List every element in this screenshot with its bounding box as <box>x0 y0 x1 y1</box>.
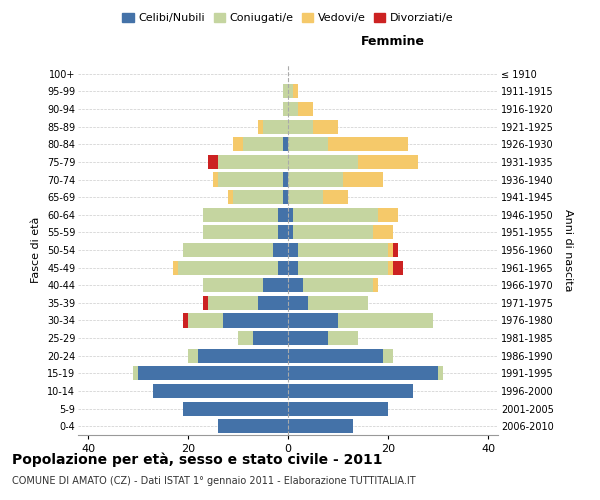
Bar <box>343 172 383 186</box>
Bar <box>138 366 288 380</box>
Bar <box>328 331 358 345</box>
Bar <box>198 348 288 363</box>
Bar <box>288 260 298 274</box>
Bar <box>288 84 293 98</box>
Bar <box>283 84 288 98</box>
Bar <box>288 208 293 222</box>
Bar <box>208 296 258 310</box>
Bar <box>298 260 388 274</box>
Text: Femmine: Femmine <box>361 36 425 49</box>
Bar <box>373 226 393 239</box>
Bar <box>383 348 393 363</box>
Legend: Celibi/Nubili, Coniugati/e, Vedovi/e, Divorziati/e: Celibi/Nubili, Coniugati/e, Vedovi/e, Di… <box>118 8 458 28</box>
Bar <box>178 260 278 274</box>
Bar <box>278 208 288 222</box>
Bar <box>298 243 388 257</box>
Bar <box>288 155 358 169</box>
Bar <box>288 102 298 116</box>
Bar <box>203 208 278 222</box>
Y-axis label: Anni di nascita: Anni di nascita <box>563 209 573 291</box>
Bar <box>358 155 418 169</box>
Bar <box>228 190 233 204</box>
Bar <box>258 296 288 310</box>
Bar <box>218 172 283 186</box>
Bar <box>238 331 253 345</box>
Y-axis label: Fasce di età: Fasce di età <box>31 217 41 283</box>
Bar <box>263 278 288 292</box>
Bar <box>288 348 383 363</box>
Bar <box>328 137 408 152</box>
Bar <box>213 172 218 186</box>
Bar <box>203 278 263 292</box>
Bar <box>438 366 443 380</box>
Text: COMUNE DI AMATO (CZ) - Dati ISTAT 1° gennaio 2011 - Elaborazione TUTTITALIA.IT: COMUNE DI AMATO (CZ) - Dati ISTAT 1° gen… <box>12 476 416 486</box>
Bar <box>183 243 273 257</box>
Bar <box>278 260 288 274</box>
Bar <box>338 314 433 328</box>
Bar <box>218 155 288 169</box>
Bar <box>288 331 328 345</box>
Bar <box>313 120 338 134</box>
Bar <box>283 172 288 186</box>
Bar <box>188 314 223 328</box>
Bar <box>203 226 278 239</box>
Bar <box>288 402 388 415</box>
Bar <box>263 120 288 134</box>
Bar <box>258 120 263 134</box>
Bar <box>388 260 393 274</box>
Bar <box>188 348 198 363</box>
Bar <box>288 314 338 328</box>
Bar <box>278 226 288 239</box>
Bar <box>373 278 378 292</box>
Bar <box>288 226 293 239</box>
Bar <box>183 402 288 415</box>
Bar <box>208 155 218 169</box>
Bar <box>233 137 243 152</box>
Bar <box>183 314 188 328</box>
Bar <box>283 137 288 152</box>
Bar <box>288 120 313 134</box>
Bar <box>283 102 288 116</box>
Bar <box>308 296 368 310</box>
Bar <box>288 278 303 292</box>
Bar <box>223 314 288 328</box>
Bar <box>233 190 283 204</box>
Bar <box>288 384 413 398</box>
Bar <box>323 190 348 204</box>
Bar <box>288 366 438 380</box>
Bar <box>388 243 393 257</box>
Bar <box>288 172 343 186</box>
Text: Popolazione per età, sesso e stato civile - 2011: Popolazione per età, sesso e stato civil… <box>12 452 383 467</box>
Bar <box>133 366 138 380</box>
Bar <box>293 208 378 222</box>
Bar <box>298 102 313 116</box>
Bar <box>288 137 328 152</box>
Bar <box>393 243 398 257</box>
Bar <box>253 331 288 345</box>
Bar <box>393 260 403 274</box>
Bar <box>288 243 298 257</box>
Bar <box>203 296 208 310</box>
Bar <box>218 419 288 433</box>
Bar <box>273 243 288 257</box>
Bar <box>243 137 283 152</box>
Bar <box>288 190 323 204</box>
Bar <box>293 226 373 239</box>
Bar <box>153 384 288 398</box>
Bar <box>288 419 353 433</box>
Bar <box>378 208 398 222</box>
Bar <box>288 296 308 310</box>
Bar <box>303 278 373 292</box>
Bar <box>173 260 178 274</box>
Bar <box>283 190 288 204</box>
Bar <box>293 84 298 98</box>
